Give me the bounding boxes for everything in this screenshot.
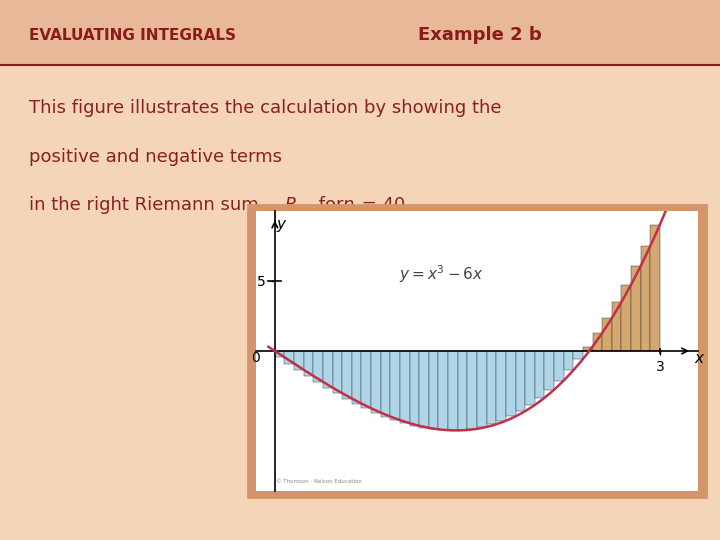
Bar [516,351,525,411]
Bar [554,351,564,381]
Bar [438,351,448,430]
Bar [294,351,304,370]
Bar [525,351,535,405]
Bar [631,266,641,351]
FancyBboxPatch shape [248,205,706,497]
FancyBboxPatch shape [0,0,720,65]
Bar [275,351,284,357]
Text: = 40.: = 40. [356,196,411,214]
Bar [477,351,487,427]
Bar [390,351,400,420]
Text: x: x [694,350,703,366]
Text: in the right Riemann sum: in the right Riemann sum [29,196,264,214]
Text: for: for [313,196,349,214]
Bar [641,246,650,351]
Text: $y = x^3 - 6x$: $y = x^3 - 6x$ [400,263,484,285]
Text: y: y [276,217,286,232]
Bar [458,351,467,430]
Text: Example 2 b: Example 2 b [418,26,541,44]
Text: EVALUATING INTEGRALS: EVALUATING INTEGRALS [29,28,236,43]
Bar [361,351,371,408]
Bar [621,285,631,351]
Bar [284,351,294,363]
Bar [410,351,419,426]
Bar [381,351,390,416]
Bar [544,351,554,390]
Bar [612,302,621,351]
Bar [535,351,544,398]
Bar [583,347,593,351]
Bar [487,351,496,424]
Text: positive and negative terms: positive and negative terms [29,147,282,166]
Text: © Thomson · Nelson Education: © Thomson · Nelson Education [276,480,362,484]
Text: 0: 0 [251,351,260,365]
Bar [419,351,429,428]
Bar [496,351,506,421]
Bar [650,225,660,351]
Bar [593,333,602,351]
Bar [506,351,516,416]
Bar [352,351,361,403]
Bar [323,351,333,388]
Bar [429,351,438,429]
Bar [342,351,352,399]
Bar [313,351,323,382]
Bar [467,351,477,429]
Text: $R_n$: $R_n$ [284,195,306,215]
Bar [371,351,381,413]
Bar [564,351,573,370]
Text: $n$: $n$ [342,196,354,214]
Bar [333,351,342,393]
Bar [448,351,458,430]
Text: This figure illustrates the calculation by showing the: This figure illustrates the calculation … [29,99,501,117]
Bar [400,351,410,423]
Bar [602,318,612,351]
Bar [573,351,583,359]
Bar [304,351,313,376]
